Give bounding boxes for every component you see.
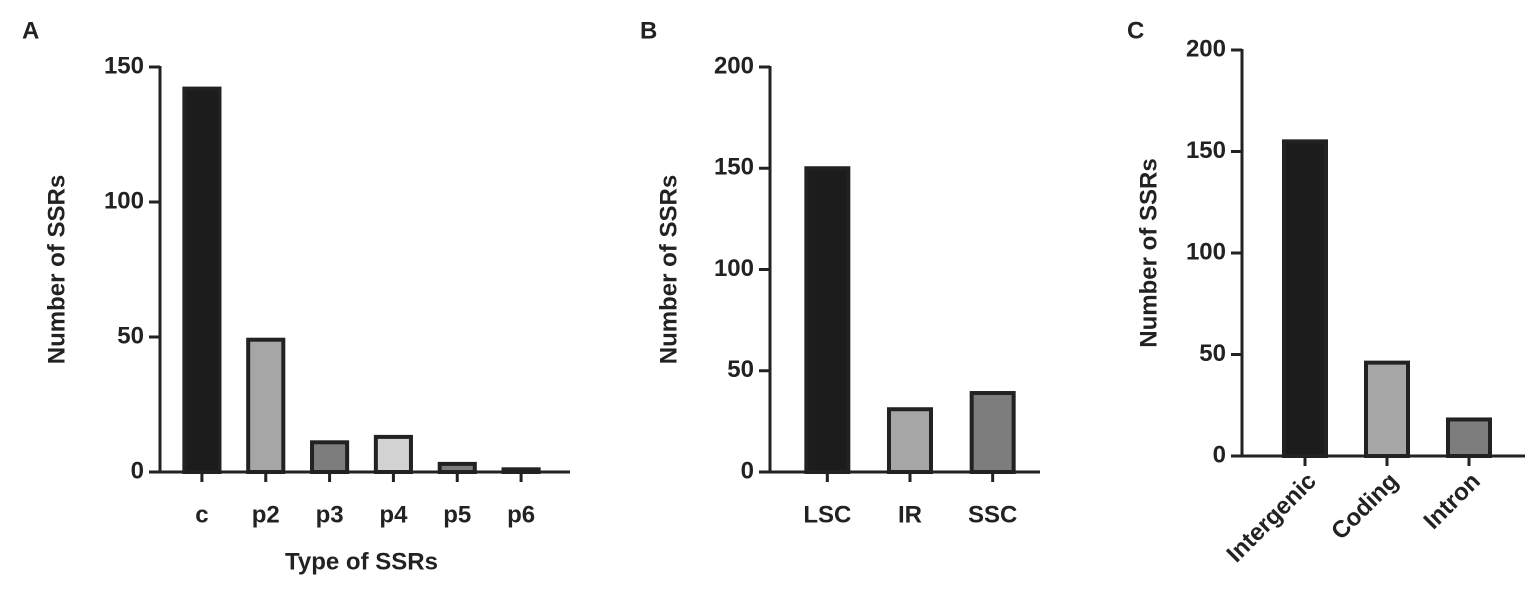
- y-tick-label: 0: [741, 457, 754, 484]
- x-tick-label: p3: [316, 501, 344, 528]
- x-tick-label: p4: [379, 501, 408, 528]
- x-tick-label: p5: [443, 501, 471, 528]
- bar: [182, 86, 222, 474]
- x-tick-label: SSC: [968, 501, 1017, 528]
- y-tick-label: 100: [104, 187, 144, 214]
- y-tick-label: 150: [1186, 137, 1226, 164]
- bar: [887, 407, 933, 475]
- y-tick-label: 0: [131, 457, 144, 484]
- bar: [310, 440, 350, 474]
- y-tick-label: 200: [1186, 35, 1226, 62]
- x-tick-label: Coding: [1326, 468, 1404, 546]
- x-tick-label: IR: [898, 501, 922, 528]
- x-tick-label: c: [195, 501, 208, 528]
- x-tick-label: Intron: [1419, 468, 1486, 535]
- x-tick-label: LSC: [803, 501, 851, 528]
- y-tick-label: 50: [1199, 340, 1226, 367]
- bar: [437, 461, 477, 474]
- y-axis-title: Number of SSRs: [43, 175, 70, 364]
- panel-label: A: [22, 17, 39, 44]
- y-tick-label: 200: [714, 52, 754, 79]
- bar: [373, 434, 413, 474]
- y-tick-label: 50: [727, 356, 754, 383]
- bar: [804, 166, 851, 474]
- y-tick-label: 0: [1213, 441, 1226, 468]
- y-tick-label: 50: [117, 322, 144, 349]
- y-axis-title: Number of SSRs: [1135, 158, 1162, 347]
- y-tick-label: 100: [714, 255, 754, 282]
- x-tick-label: p2: [252, 501, 280, 528]
- y-axis-title: Number of SSRs: [655, 175, 682, 364]
- y-tick-label: 100: [1186, 238, 1226, 265]
- y-tick-label: 150: [104, 52, 144, 79]
- bar: [1446, 417, 1492, 458]
- bar: [1364, 360, 1410, 458]
- y-tick-label: 150: [714, 154, 754, 181]
- x-tick-label: p6: [507, 501, 535, 528]
- bar: [246, 337, 286, 475]
- x-axis-title: Type of SSRs: [285, 548, 438, 575]
- bar: [969, 391, 1016, 474]
- bar: [1282, 139, 1328, 458]
- x-tick-label: Intergenic: [1222, 468, 1322, 568]
- bar: [501, 467, 541, 474]
- panel-label: B: [640, 17, 657, 44]
- panel-label: C: [1127, 17, 1144, 44]
